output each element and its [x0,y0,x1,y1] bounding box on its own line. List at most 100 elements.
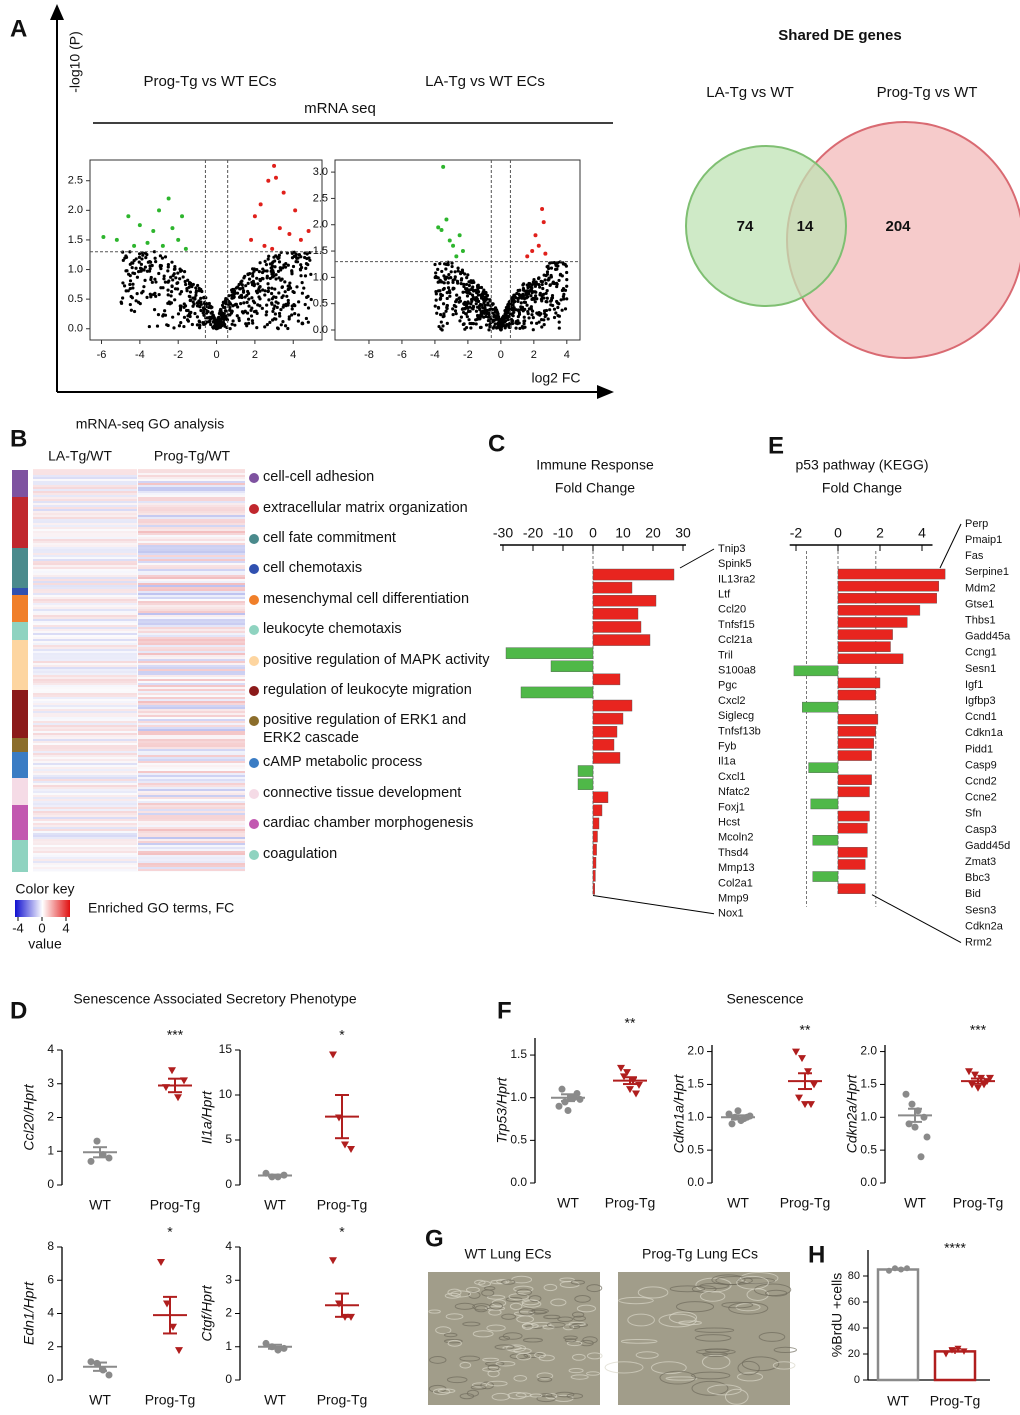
background-gene [184,282,188,287]
bar [802,701,839,713]
cell [582,1336,598,1344]
background-gene [279,307,283,312]
cell [620,1338,658,1344]
background-gene [273,259,277,263]
bar [837,629,893,640]
background-gene [557,314,561,318]
background-gene [436,289,441,293]
background-gene [246,317,251,321]
background-gene [520,293,525,297]
background-gene [493,322,497,326]
bar [810,798,839,810]
background-gene [162,277,166,281]
background-gene [549,299,553,303]
background-gene [558,272,563,276]
background-gene [166,288,170,292]
data-point [564,1107,572,1114]
y-tick-label: 0.0 [860,1175,877,1189]
background-gene [170,260,174,264]
cell [758,1332,786,1342]
cell [576,1304,597,1313]
background-gene [554,281,559,285]
gene-point [145,240,150,245]
background-gene [172,326,176,330]
category-label: Serpine1 [965,566,1009,578]
cell [445,1313,464,1320]
background-gene [225,318,230,322]
venn-label: LA-Tg vs WT [706,84,794,101]
background-gene [143,278,147,283]
cell [465,1286,480,1293]
term-bar [12,690,28,738]
go-term: regulation of leukocyte migration [263,682,472,698]
background-gene [436,306,441,310]
x-tick-label: -2 [790,525,803,541]
background-gene [451,286,455,290]
category-label: Thbs1 [965,615,996,627]
background-gene [179,321,183,325]
background-gene [125,255,129,259]
background-gene [130,296,134,300]
background-gene [203,321,208,325]
y-tick-label: 0 [225,1177,232,1191]
cell [502,1332,523,1340]
cell [478,1280,491,1287]
y-tick-label: 0.5 [510,1133,527,1147]
background-gene [445,291,449,295]
background-gene [128,302,132,307]
background-gene [465,276,469,280]
background-gene [257,270,261,274]
cell [443,1339,463,1344]
background-gene [277,311,282,316]
cell [604,1361,644,1374]
background-gene [510,296,514,300]
background-gene [477,306,481,310]
group-label: mRNA seq [304,100,376,117]
y-tick-label: 4 [47,1042,54,1056]
bar [505,647,594,659]
gene-point [180,214,185,219]
gene-point [298,237,303,242]
background-gene [459,282,463,286]
bar [837,580,940,592]
category-label: Foxj1 [718,801,745,813]
column-label: Prog-Tg/WT [154,448,231,464]
background-gene [274,277,278,281]
x-tick-label: 4 [290,349,296,361]
background-gene [527,316,531,320]
x-tick-label: 4 [918,525,926,541]
cell [462,1321,481,1327]
gene-point [293,208,298,213]
background-gene [176,271,180,275]
x-tick-label: -4 [135,349,145,361]
bar [592,673,621,686]
background-gene [452,303,456,308]
background-gene [236,285,240,289]
plot-title: Prog-Tg vs WT ECs [143,73,276,90]
y-tick-label: 20 [848,1348,860,1360]
fan-line [939,523,962,569]
background-gene [304,316,308,321]
background-gene [551,303,555,308]
fan-line [592,895,715,915]
gene-point [273,175,278,180]
background-gene [297,300,301,304]
panel-label: B [10,425,27,452]
background-gene [176,312,181,316]
background-gene [440,293,445,297]
background-gene [546,264,550,268]
venn-set [685,145,847,307]
term-bar [12,588,28,595]
category-label: Ccne2 [965,792,997,804]
data-point [635,1081,643,1089]
background-gene [153,291,157,295]
data-point [923,1133,931,1141]
background-gene [273,312,277,316]
panel-label: A [10,15,27,42]
y-tick-label: 10 [219,1087,233,1101]
background-gene [218,325,222,329]
background-gene [530,289,535,293]
background-gene [563,288,568,292]
background-gene [474,322,478,326]
background-gene [128,287,132,291]
